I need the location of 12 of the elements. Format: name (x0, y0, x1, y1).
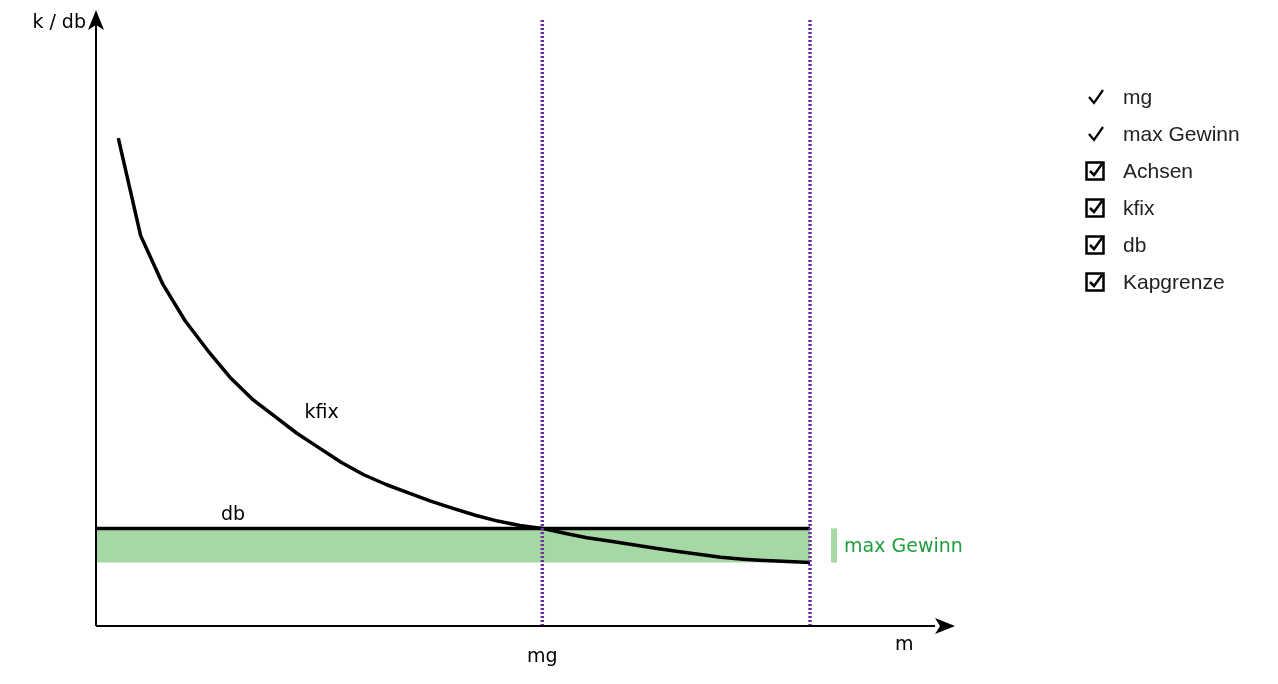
text: Achsen (1123, 158, 1194, 183)
text: mg (526, 644, 558, 666)
series-label: db (221, 502, 246, 525)
text: Kapgrenze (1123, 269, 1225, 294)
text: db (1123, 232, 1147, 257)
text: max Gewinn (1123, 121, 1240, 146)
x-axis-title: m (895, 632, 914, 654)
band-label: max Gewinn (844, 534, 963, 557)
text: kfix (1123, 195, 1155, 220)
text: mg (1123, 84, 1153, 109)
series-label: kfix (304, 400, 339, 423)
text: k / db (31, 10, 86, 32)
